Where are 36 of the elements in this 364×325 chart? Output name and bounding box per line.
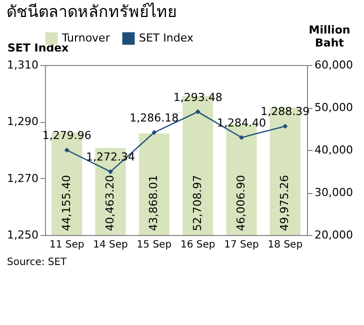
- data-label: 49,975.26: [278, 175, 292, 231]
- x-tick-label: 15 Sep: [136, 240, 172, 250]
- y-tick-label: 1,270: [7, 172, 38, 185]
- point: [195, 109, 200, 114]
- y2-axis-title: Million Baht: [308, 24, 350, 50]
- chart-title: ดัชนีตลาดหลักทรัพย์ไทย: [6, 2, 177, 21]
- x-tick-label: 18 Sep: [268, 240, 303, 250]
- y2-tick-label: 60,000: [314, 58, 353, 72]
- point: [152, 130, 157, 135]
- data-label: 52,708.97: [190, 175, 204, 231]
- y2-tick-label: 30,000: [314, 186, 353, 199]
- y2-tick-label: 40,000: [314, 144, 353, 156]
- y2-tick-label: 50,000: [314, 101, 353, 114]
- x-tick-label: 11 Sep: [49, 240, 84, 250]
- data-label: 1,288.39: [260, 105, 310, 118]
- data-label: 1,293.48: [173, 90, 222, 104]
- data-label: 43,868.01: [147, 175, 160, 231]
- x-tick-label: 14 Sep: [93, 240, 128, 250]
- data-label: 46,006.90: [234, 175, 248, 231]
- data-label: 1,279.96: [42, 129, 92, 142]
- y-tick-label: 1,250: [7, 228, 38, 242]
- point: [64, 148, 70, 153]
- point: [282, 124, 288, 129]
- point: [239, 135, 244, 140]
- source-note: Source: SET: [7, 257, 68, 268]
- data-label: 1,284.40: [217, 116, 266, 130]
- x-tick-label: 16 Sep: [180, 240, 216, 250]
- data-label: 1,286.18: [130, 111, 179, 124]
- y-tick-label: 1,310: [7, 58, 38, 72]
- data-label: 40,463.20: [104, 175, 116, 231]
- point: [108, 169, 113, 174]
- data-label: 44,155.40: [60, 175, 73, 231]
- legend-label: SET Index: [139, 32, 194, 45]
- y2-tick-label: 20,000: [314, 228, 353, 242]
- y-tick-label: 1,290: [7, 115, 38, 128]
- x-tick-label: 17 Sep: [224, 240, 259, 250]
